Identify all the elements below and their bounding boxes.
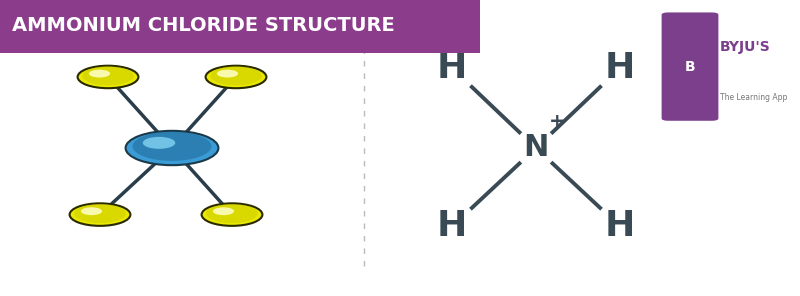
Circle shape (133, 132, 211, 161)
Text: AMMONIUM CHLORIDE STRUCTURE: AMMONIUM CHLORIDE STRUCTURE (12, 16, 394, 35)
Circle shape (206, 66, 266, 88)
Text: N: N (523, 133, 549, 163)
Circle shape (213, 207, 234, 215)
Circle shape (78, 66, 138, 88)
Circle shape (210, 66, 262, 85)
Text: H: H (605, 51, 635, 85)
Circle shape (82, 66, 134, 85)
Circle shape (217, 70, 238, 78)
Text: H: H (437, 51, 467, 85)
Text: BYJU'S: BYJU'S (720, 40, 770, 54)
Text: The Learning App: The Learning App (720, 93, 787, 102)
Text: B: B (685, 59, 695, 74)
Circle shape (81, 207, 102, 215)
Text: H: H (605, 210, 635, 243)
Circle shape (70, 203, 130, 226)
Circle shape (202, 203, 262, 226)
Text: +: + (550, 112, 566, 131)
Circle shape (142, 137, 175, 149)
Circle shape (74, 204, 126, 223)
Circle shape (89, 70, 110, 78)
Circle shape (206, 204, 258, 223)
Bar (0, 0, 480, 53)
FancyBboxPatch shape (662, 12, 718, 121)
Text: H: H (437, 210, 467, 243)
Circle shape (126, 131, 218, 165)
